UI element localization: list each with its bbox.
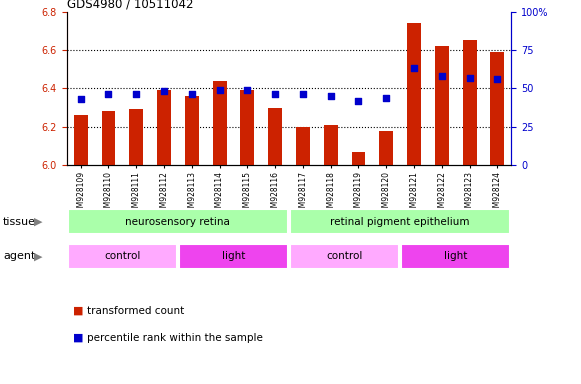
Text: ▶: ▶ (34, 251, 42, 262)
Text: ■: ■ (73, 333, 83, 343)
Text: control: control (327, 251, 363, 262)
Bar (407, 23, 421, 165)
Point (187, 91, 196, 98)
Bar (241, 90, 254, 165)
Bar (268, 108, 282, 165)
Text: ■: ■ (73, 306, 83, 316)
Bar (462, 40, 476, 165)
Bar (324, 125, 338, 165)
Bar (102, 111, 116, 165)
Bar (296, 127, 310, 165)
Bar (179, 244, 288, 269)
Point (243, 87, 252, 93)
Text: ▶: ▶ (34, 217, 42, 227)
Bar (74, 115, 88, 165)
Text: retinal pigment epithelium: retinal pigment epithelium (331, 217, 470, 227)
Point (410, 65, 419, 71)
Bar (185, 96, 199, 165)
Bar (401, 244, 510, 269)
Text: tissue: tissue (3, 217, 36, 227)
Point (132, 91, 141, 98)
Point (215, 87, 224, 93)
Bar (290, 244, 399, 269)
Text: agent: agent (3, 251, 35, 262)
Point (326, 93, 335, 99)
Text: neurosensory retina: neurosensory retina (125, 217, 231, 227)
Bar (157, 90, 171, 165)
Point (493, 76, 502, 82)
Bar (435, 46, 449, 165)
Point (465, 74, 474, 81)
Point (76, 96, 85, 102)
Text: control: control (104, 251, 141, 262)
Point (437, 73, 446, 79)
Text: light: light (222, 251, 245, 262)
Bar (352, 152, 365, 165)
Bar (290, 209, 510, 234)
Bar (213, 81, 227, 165)
Bar (130, 109, 143, 165)
Text: transformed count: transformed count (87, 306, 184, 316)
Point (298, 91, 307, 98)
Text: percentile rank within the sample: percentile rank within the sample (87, 333, 263, 343)
Bar (68, 209, 288, 234)
Text: GDS4980 / 10511042: GDS4980 / 10511042 (67, 0, 193, 10)
Point (271, 91, 280, 98)
Point (382, 94, 391, 101)
Text: light: light (444, 251, 467, 262)
Bar (68, 244, 177, 269)
Point (354, 98, 363, 104)
Point (159, 88, 168, 94)
Point (104, 91, 113, 98)
Bar (490, 52, 504, 165)
Bar (379, 131, 393, 165)
